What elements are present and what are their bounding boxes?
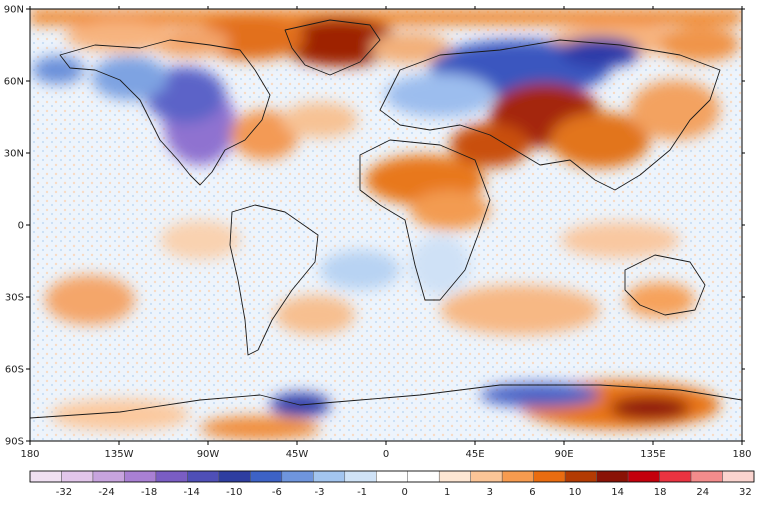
colorbar-swatch	[564, 470, 597, 483]
colorbar-label: 14	[611, 487, 624, 498]
colorbar-label: -1	[357, 487, 367, 498]
colorbar-swatch	[470, 470, 503, 483]
colorbar-swatch	[344, 470, 377, 483]
longitude-axis: 180 135W 90W 45W 0 45E 90E 135E 180	[20, 6, 752, 460]
latitude-axis: 90N 60N 30N 0 30S 60S 90S	[4, 5, 745, 448]
colorbar-swatch	[155, 470, 188, 483]
colorbar-swatch	[29, 470, 62, 483]
lon-tick-label: 90W	[197, 449, 220, 460]
colorbar-label: -10	[226, 487, 242, 498]
colorbar-swatch	[250, 470, 283, 483]
lat-tick-label: 30S	[5, 293, 24, 304]
lon-tick-label: 180	[20, 449, 39, 460]
lon-tick-label: 0	[383, 449, 389, 460]
lon-tick-label: 45E	[465, 449, 484, 460]
colorbar-swatch	[218, 470, 251, 483]
lon-tick-label: 45W	[286, 449, 309, 460]
colorbar-swatch	[690, 470, 723, 483]
colorbar-swatch	[438, 470, 471, 483]
colorbar-label: -24	[98, 487, 114, 498]
colorbar-swatch	[187, 470, 220, 483]
colorbar-label: 24	[696, 487, 709, 498]
colorbar-label: -14	[184, 487, 200, 498]
lon-tick-label: 135W	[105, 449, 134, 460]
lon-tick-label: 180	[732, 449, 751, 460]
colorbar-label: 32	[739, 487, 752, 498]
lon-tick-label: 90E	[554, 449, 573, 460]
colorbar-swatch	[124, 470, 157, 483]
colorbar-frame	[29, 470, 755, 483]
coastlines	[30, 19, 742, 419]
colorbar-swatch	[627, 470, 660, 483]
colorbar-swatch	[722, 470, 755, 483]
colorbar-swatch	[61, 470, 94, 483]
lat-tick-label: 0	[18, 221, 24, 232]
colorbar-swatch	[659, 470, 692, 483]
colorbar-label: -6	[272, 487, 282, 498]
colorbar-label: 6	[529, 487, 535, 498]
colorbar-label: 10	[569, 487, 582, 498]
colorbar-swatch	[501, 470, 534, 483]
colorbar-label: 18	[654, 487, 667, 498]
colorbar-label: 0	[401, 487, 407, 498]
lat-tick-label: 90N	[4, 5, 24, 16]
colorbar-swatch	[533, 470, 566, 483]
lat-tick-label: 90S	[5, 437, 24, 448]
colorbar-swatch	[376, 470, 408, 483]
colorbar-swatch	[596, 470, 629, 483]
colorbar-label: 3	[487, 487, 493, 498]
lat-tick-label: 60N	[4, 77, 24, 88]
lon-tick-label: 135E	[640, 449, 665, 460]
colorbar-label: 1	[444, 487, 450, 498]
colorbar-swatch	[313, 470, 346, 483]
colorbar-label: -3	[314, 487, 324, 498]
colorbar-label: -32	[56, 487, 72, 498]
anomaly-field	[30, 9, 742, 441]
colorbar-swatch	[92, 470, 125, 483]
lat-tick-label: 60S	[5, 365, 24, 376]
colorbar-swatch	[407, 470, 440, 483]
colorbar-swatch	[281, 470, 314, 483]
lat-tick-label: 30N	[4, 149, 24, 160]
colorbar: -32 -24 -18 -14 -10 -6 -3 -1 0 1 3 6 10 14 18 24 32	[29, 470, 755, 498]
colorbar-label: -18	[141, 487, 157, 498]
